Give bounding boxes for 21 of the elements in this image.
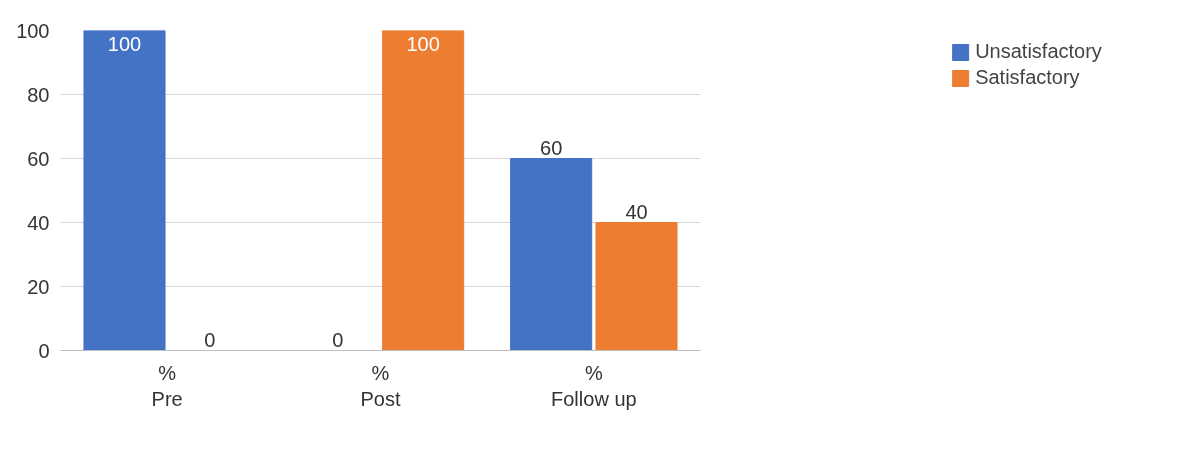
bar [595, 222, 678, 351]
y-tick-label: 40 [27, 211, 50, 234]
data-label: 60 [540, 136, 563, 159]
bar [510, 158, 593, 351]
data-label: 0 [332, 328, 344, 351]
bar [382, 30, 465, 351]
data-label: 0 [204, 328, 216, 351]
y-tick-label: 80 [27, 83, 50, 106]
legend-label: Unsatisfactory [975, 40, 1102, 63]
x-tick-label: % Post [360, 361, 401, 410]
x-tick-label: % Follow up [551, 361, 637, 410]
x-tick-label: % Pre [151, 361, 183, 410]
y-tick-label: 60 [27, 147, 50, 170]
data-label: 100 [107, 32, 142, 55]
y-tick-label: 0 [38, 339, 50, 362]
y-tick-label: 20 [27, 275, 50, 298]
y-tick-label: 100 [16, 19, 50, 42]
data-label: 100 [406, 32, 440, 55]
bar [83, 30, 166, 351]
data-label: 40 [625, 200, 648, 223]
legend-label: Satisfactory [975, 66, 1080, 89]
